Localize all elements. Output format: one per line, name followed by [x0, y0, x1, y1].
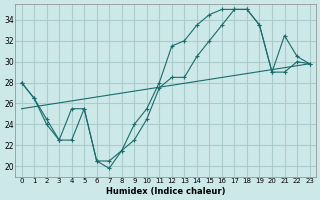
X-axis label: Humidex (Indice chaleur): Humidex (Indice chaleur)	[106, 187, 225, 196]
